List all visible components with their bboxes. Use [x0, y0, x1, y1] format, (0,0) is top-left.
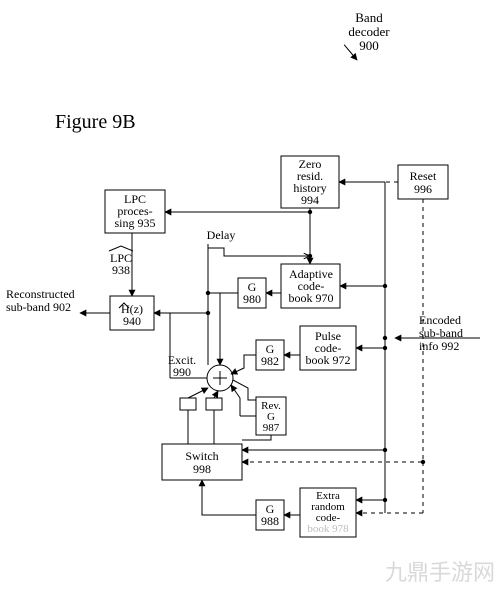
dot-6 [383, 498, 387, 502]
edge-g982-sum [231, 355, 256, 374]
figure-label: Figure 9B [55, 111, 136, 133]
g988-l2: 988 [261, 514, 279, 528]
reconstructed-label: Reconstructed sub-band 902 [6, 287, 75, 314]
dot-7 [206, 291, 210, 295]
switch-l2: 998 [193, 462, 211, 476]
encoded-l1: Encoded [419, 313, 461, 327]
pulse-box: Pulse code- book 972 [300, 326, 356, 370]
extra-l4: book 978 [307, 523, 349, 535]
g988-box: G 988 [256, 500, 284, 530]
edge-sum-revg [233, 380, 256, 400]
adaptive-box: Adaptive code- book 970 [281, 264, 340, 308]
dot-3 [383, 284, 387, 288]
edge-zerohist-lpc [165, 208, 310, 212]
encoded-label: Encoded sub-band info 992 [419, 313, 463, 353]
edge-switch-sum1 [188, 388, 208, 398]
excit-label: Excit. 990 [168, 353, 196, 379]
g982-l2: 982 [261, 354, 279, 368]
dot-9 [421, 460, 425, 464]
sum-node [207, 365, 233, 391]
excit-l2: 990 [173, 365, 191, 379]
adaptive-l3: book 970 [289, 291, 334, 305]
edge-delay-adaptive [208, 248, 310, 256]
switch-l1: Switch [185, 449, 218, 463]
dot-5 [383, 448, 387, 452]
dot-4b [383, 346, 387, 350]
switch-top-pad2 [206, 398, 222, 410]
revg-box: Rev. G 987 [256, 397, 286, 435]
edge-revg-sum [231, 385, 240, 398]
revg-l3: 987 [263, 422, 280, 434]
band-decoder-arrow [344, 45, 357, 60]
delay-label: Delay [207, 228, 236, 242]
reset-l2: 996 [414, 182, 432, 196]
switch-top-pad1 [180, 398, 196, 410]
recon-l1: Reconstructed [6, 287, 75, 301]
hz-l2: 940 [123, 314, 141, 328]
hz-box: H(z) 940 [110, 296, 154, 330]
g980-box: G 980 [238, 278, 266, 308]
lpc-out-l2: 938 [112, 263, 130, 277]
pulse-l3: book 972 [306, 353, 351, 367]
reset-l1: Reset [410, 169, 437, 183]
watermark-text: 九鼎手游网 [385, 560, 495, 585]
edge-switch-sum2 [214, 391, 218, 398]
zero-hist-box: Zero resid. history 994 [281, 156, 339, 208]
band-decoder-label2: decoder [348, 24, 390, 39]
dot-2 [308, 254, 312, 258]
dot-1 [308, 210, 312, 214]
dot-8 [206, 311, 210, 315]
zero-hist-l4: 994 [301, 193, 319, 207]
edge-revg-switch-stub [242, 435, 271, 440]
g980-l2: 980 [243, 292, 261, 306]
band-decoder-label: Band [355, 10, 383, 25]
lpc-box: LPC proces- sing 935 [105, 190, 165, 233]
encoded-l3: info 992 [419, 339, 459, 353]
lpc-out-label: LPC 938 [109, 246, 133, 277]
recon-l2: sub-band 902 [6, 300, 71, 314]
g982-box: G 982 [256, 340, 284, 370]
reset-box: Reset 996 [398, 165, 448, 199]
dot-4 [383, 336, 387, 340]
edge-g988-switch [202, 480, 256, 515]
band-decoder-num: 900 [359, 38, 379, 53]
switch-box: Switch 998 [162, 444, 242, 480]
lpc-l3: sing 935 [114, 216, 155, 230]
extra-box: Extra random code- book 978 [300, 488, 356, 537]
